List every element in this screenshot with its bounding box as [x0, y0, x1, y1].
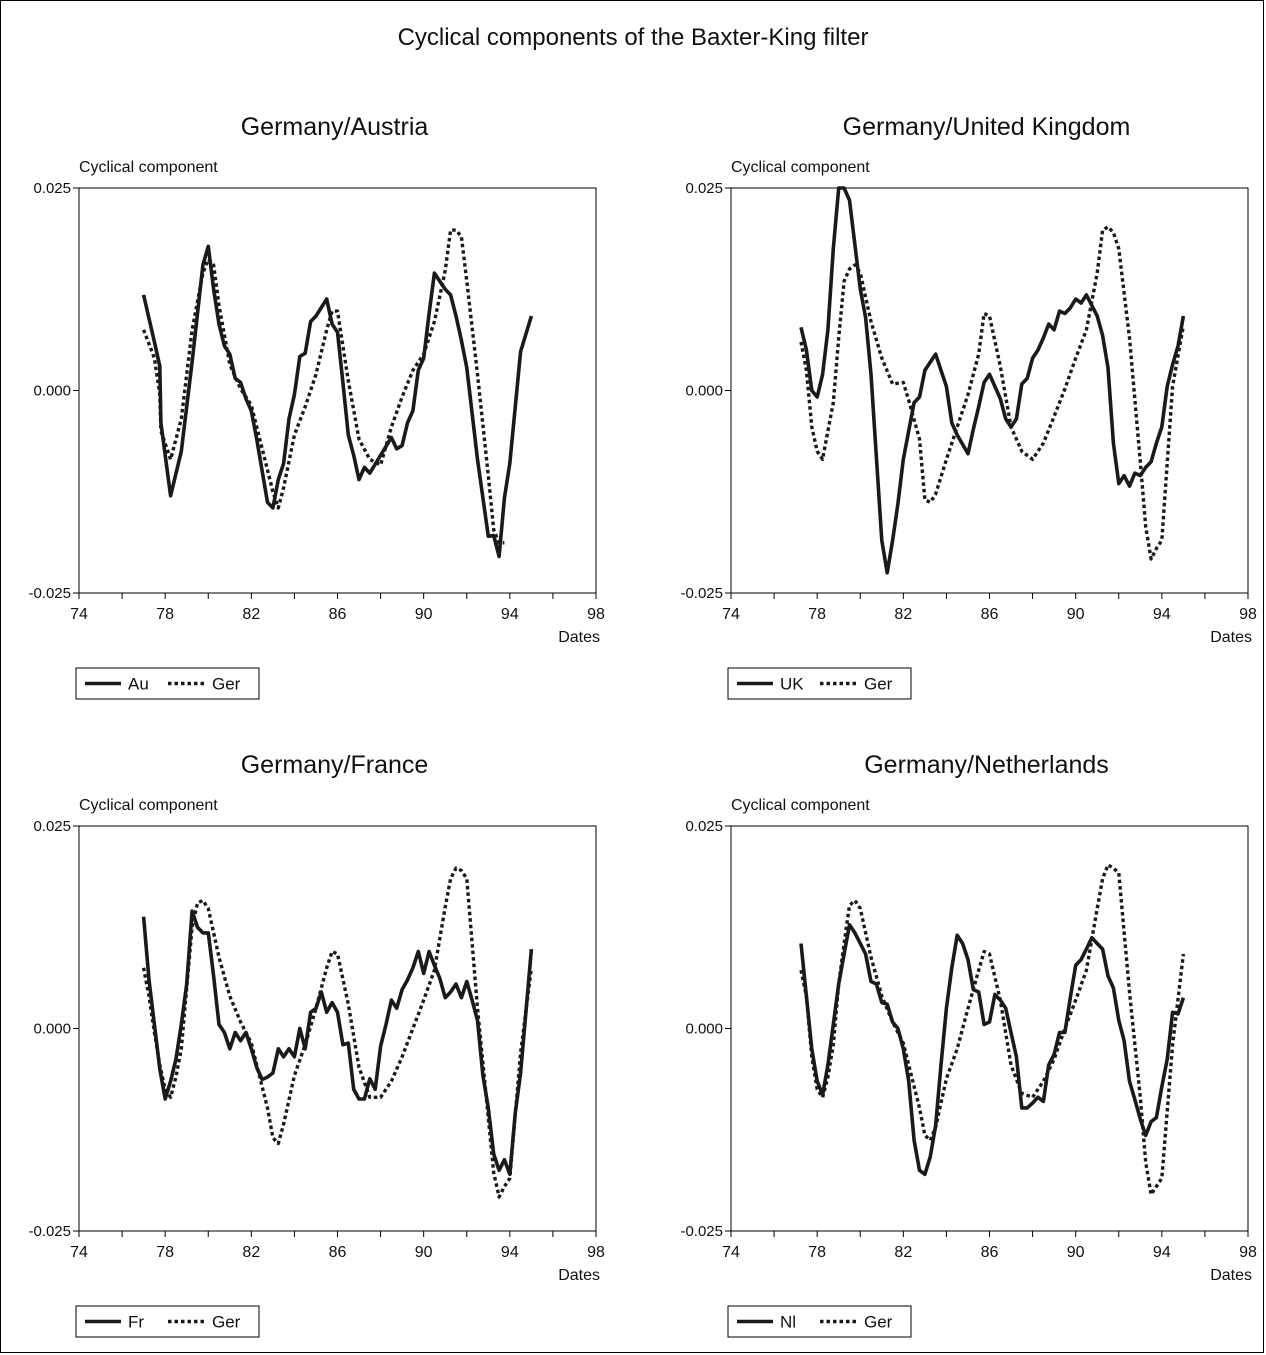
x-tick-label: 82: [242, 1244, 260, 1261]
chart-panel-1: Germany/Austria Cyclical component 0.025 0.…: [28, 113, 605, 700]
figure-title: Cyclical components of the Baxter-King f…: [397, 24, 869, 51]
legend-entry: Ger: [864, 1313, 893, 1332]
chart-title: Germany/United Kingdom: [843, 113, 1131, 141]
legend-entry: Fr: [128, 1313, 144, 1332]
series-line-fr: [141, 909, 534, 1177]
x-tick-label: 86: [329, 606, 347, 623]
y-axis-label: Cyclical component: [79, 797, 218, 814]
legend-box: [727, 667, 912, 700]
y-axis-label: Cyclical component: [731, 159, 870, 176]
x-tick-label: 90: [1067, 606, 1085, 623]
plot-area: [730, 187, 1249, 594]
x-tick-label: 82: [242, 606, 260, 623]
x-tick-label: 94: [1153, 606, 1171, 623]
x-tick-label: 74: [722, 1244, 740, 1261]
series-line-ger: [799, 863, 1186, 1197]
chart-panel-3: Germany/France Cyclical component 0.025 0.0…: [28, 751, 605, 1338]
y-tick-label: 0.000: [685, 383, 723, 400]
x-tick-label: 74: [722, 606, 740, 623]
chart-panel-4: Germany/Netherlands Cyclical component 0.0…: [680, 751, 1257, 1338]
x-tick-label: 94: [1153, 1244, 1171, 1261]
x-tick-label: 90: [415, 1244, 433, 1261]
x-tick-label: 74: [70, 606, 88, 623]
series-line-ger: [142, 228, 505, 545]
legend-entry: Au: [128, 675, 149, 694]
x-tick-label: 98: [587, 1244, 605, 1261]
legend-box: [75, 667, 260, 700]
x-tick-label: 94: [501, 606, 519, 623]
x-tick-label: 90: [415, 606, 433, 623]
y-tick-label: 0.000: [33, 383, 71, 400]
x-axis-label: Dates: [558, 629, 600, 646]
x-axis-label: Dates: [558, 1267, 600, 1284]
y-axis-label: Cyclical component: [731, 797, 870, 814]
x-tick-label: 78: [808, 606, 826, 623]
x-tick-label: 98: [1239, 1244, 1257, 1261]
y-tick-label: 0.025: [33, 180, 71, 197]
x-tick-label: 86: [981, 1244, 999, 1261]
series-line-nl: [799, 922, 1186, 1177]
y-tick-label: 0.025: [685, 818, 723, 835]
chart-title: Germany/Austria: [241, 113, 429, 141]
x-tick-label: 98: [1239, 606, 1257, 623]
y-axis-label: Cyclical component: [79, 159, 218, 176]
x-axis-label: Dates: [1210, 1267, 1252, 1284]
legend-entry: Ger: [212, 675, 241, 694]
legend-entry: UK: [780, 675, 804, 694]
x-tick-label: 74: [70, 1244, 88, 1261]
y-tick-label: 0.025: [33, 818, 71, 835]
chart-title: Germany/Netherlands: [864, 751, 1109, 779]
legend-entry: Ger: [212, 1313, 241, 1332]
series-line-ger: [141, 866, 534, 1199]
x-axis-label: Dates: [1210, 629, 1252, 646]
y-tick-label: -0.025: [28, 585, 71, 602]
legend-entry: Nl: [780, 1313, 796, 1332]
x-tick-label: 90: [1067, 1244, 1085, 1261]
x-tick-label: 98: [587, 606, 605, 623]
y-tick-label: -0.025: [680, 585, 723, 602]
series-line-ger: [799, 225, 1186, 561]
y-tick-label: 0.000: [685, 1021, 723, 1038]
x-tick-label: 94: [501, 1244, 519, 1261]
x-tick-label: 86: [981, 606, 999, 623]
x-tick-label: 78: [156, 1244, 174, 1261]
x-tick-label: 86: [329, 1244, 347, 1261]
x-tick-label: 78: [808, 1244, 826, 1261]
y-tick-label: 0.000: [33, 1021, 71, 1038]
x-tick-label: 78: [156, 606, 174, 623]
y-tick-label: -0.025: [28, 1223, 71, 1240]
x-tick-label: 82: [894, 606, 912, 623]
chart-title: Germany/France: [241, 751, 429, 779]
legend-entry: Ger: [864, 675, 893, 694]
y-tick-label: 0.025: [685, 180, 723, 197]
chart-panel-2: Germany/United Kingdom Cyclical component…: [680, 113, 1257, 700]
x-tick-label: 82: [894, 1244, 912, 1261]
series-line-uk: [799, 186, 1186, 575]
y-tick-label: -0.025: [680, 1223, 723, 1240]
series-line-au: [141, 244, 534, 559]
